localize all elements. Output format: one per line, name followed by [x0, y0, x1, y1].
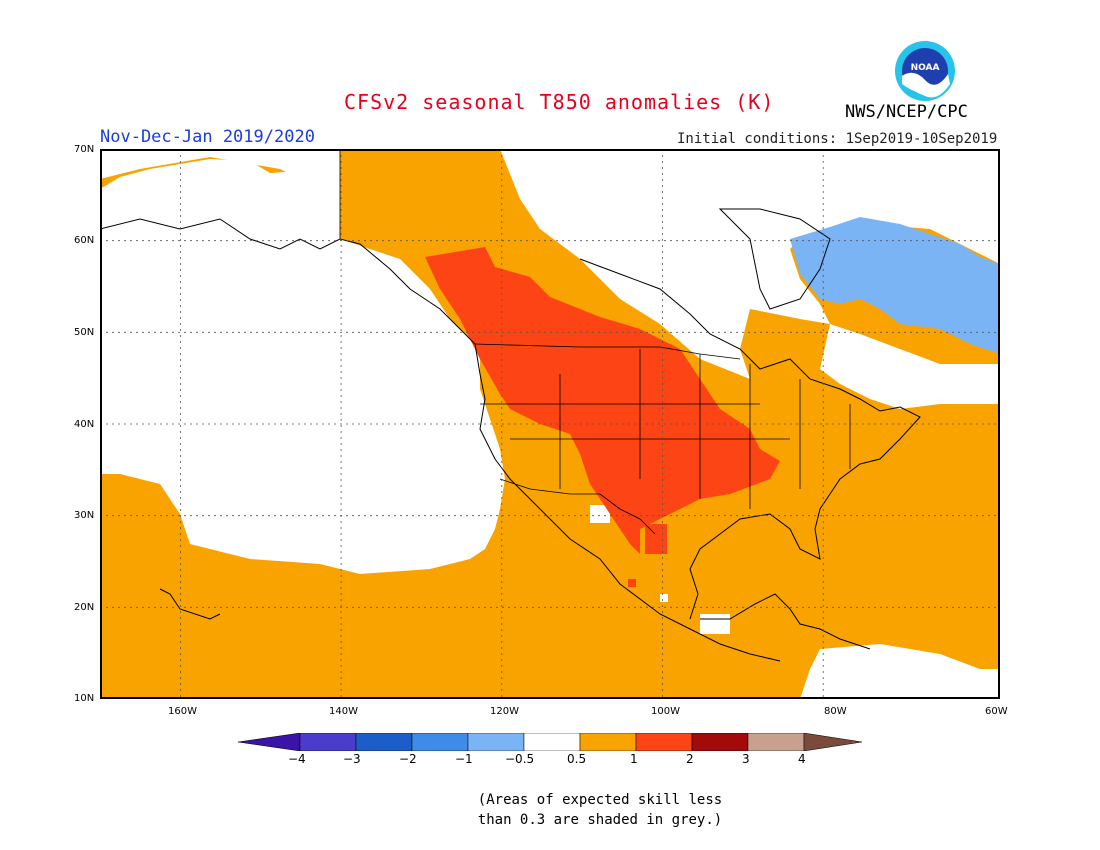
map-title: CFSv2 seasonal T850 anomalies (K) — [344, 90, 775, 114]
colorbar-segment-5 — [523, 733, 581, 751]
colorbar-segment-4 — [467, 733, 525, 751]
colorbar-label-4: 4 — [798, 752, 806, 766]
colorbar-label-2: 2 — [686, 752, 694, 766]
strong-warm-regions — [425, 247, 780, 587]
colorbar-label-neg4: −4 — [288, 752, 306, 766]
colorbar-segment-8 — [691, 733, 749, 751]
lat-label-50: 50N — [74, 327, 95, 338]
logo-text: NOAA — [911, 63, 940, 73]
colorbar-segment-1 — [299, 733, 357, 751]
colorbar-segment-9 — [747, 733, 805, 751]
lon-label-60w: 60W — [985, 706, 1008, 717]
lon-label-120w: 120W — [490, 706, 519, 717]
colorbar-label-neg05: −0.5 — [505, 752, 535, 766]
lat-label-70: 70N — [74, 144, 95, 155]
colorbar-label-05: 0.5 — [567, 752, 587, 766]
lon-label-80w: 80W — [824, 706, 847, 717]
colorbar-label-1: 1 — [630, 752, 638, 766]
lon-label-140w: 140W — [329, 706, 358, 717]
colorbar-segment-10 — [803, 733, 862, 751]
colorbar-label-neg1: −1 — [455, 752, 473, 766]
initial-conditions: Initial conditions: 1Sep2019-10Sep2019 — [677, 131, 998, 147]
map-frame — [100, 149, 1000, 699]
colorbar-segment-7 — [635, 733, 693, 751]
footnote-line-1: (Areas of expected skill less — [477, 792, 723, 808]
lat-label-20: 20N — [74, 602, 95, 613]
lat-label-30: 30N — [74, 510, 95, 521]
anomaly-colorbar — [238, 733, 862, 751]
forecast-period: Nov-Dec-Jan 2019/2020 — [100, 127, 315, 147]
lon-label-160w: 160W — [168, 706, 197, 717]
colorbar-label-neg2: −2 — [399, 752, 417, 766]
colorbar-label-3: 3 — [742, 752, 750, 766]
graticule — [100, 149, 1000, 699]
anomaly-map — [100, 149, 1000, 699]
colorbar-label-neg3: −3 — [343, 752, 361, 766]
cool-anomaly-region — [790, 217, 1000, 354]
skill-footnote: (Areas of expected skill less than 0.3 a… — [440, 790, 760, 830]
agency-label: NWS/NCEP/CPC — [845, 102, 968, 122]
colorbar-segment-3 — [411, 733, 469, 751]
lat-label-40: 40N — [74, 419, 95, 430]
footnote-line-2: than 0.3 are shaded in grey.) — [477, 812, 723, 828]
colorbar-segment-6 — [579, 733, 637, 751]
lat-label-10: 10N — [74, 693, 95, 704]
political-borders — [339, 149, 851, 535]
colorbar-segment-2 — [355, 733, 413, 751]
lon-label-100w: 100W — [651, 706, 680, 717]
colorbar-segment-0 — [238, 733, 301, 751]
noaa-logo-icon: NOAA — [895, 41, 955, 101]
neutral-regions — [100, 149, 1000, 699]
lat-label-60: 60N — [74, 235, 95, 246]
